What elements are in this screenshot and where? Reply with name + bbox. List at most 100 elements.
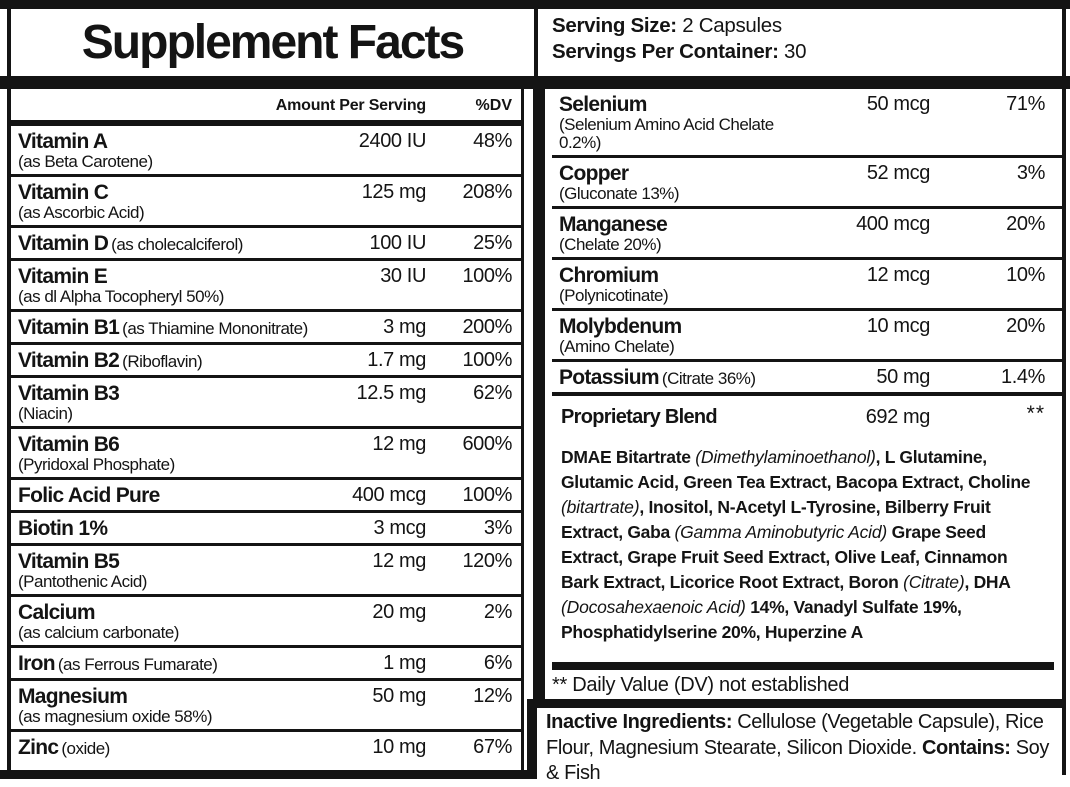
nutrient-row: Vitamin B1 (as Thiamine Mononitrate) 3 mg 2…	[11, 309, 521, 342]
nutrient-dv: 3%	[1016, 162, 1046, 184]
nutrient-name-block: Biotin 1%	[18, 517, 308, 540]
nutrient-name-block: Chromium (Polynicotinate)	[559, 264, 810, 305]
left-border	[7, 9, 11, 770]
nutrient-row: Folic Acid Pure 400 mcg 100%	[11, 477, 521, 510]
nutrient-desc: (Citrate 36%)	[661, 369, 756, 388]
left-rows: Vitamin A (as Beta Carotene) 2400 IU 48% Vit…	[11, 126, 521, 762]
nutrient-amount: 1.7 mg	[367, 349, 426, 371]
nutrient-name: Proprietary Blend	[561, 406, 718, 428]
nutrient-name-block: Vitamin A (as Beta Carotene)	[18, 130, 308, 171]
nutrient-name: Vitamin B3	[18, 382, 120, 405]
nutrient-desc: (as cholecalciferol)	[111, 235, 243, 254]
nutrient-name: Selenium	[559, 93, 647, 116]
nutrient-dv: 200%	[462, 316, 512, 338]
blend-ingredient-latin: (Citrate)	[903, 572, 965, 592]
nutrient-name-block: Vitamin B1 (as Thiamine Mononitrate)	[18, 316, 308, 339]
blend-ingredient-latin: (Docosahexaenoic Acid)	[561, 597, 746, 617]
nutrient-name: Vitamin C	[18, 181, 109, 204]
nutrient-amount: 50 mg	[372, 685, 426, 707]
nutrient-dv: 25%	[473, 232, 512, 254]
footnote-bar	[552, 662, 1054, 670]
nutrient-desc: (Riboflavin)	[122, 352, 203, 371]
nutrient-row: Molybdenum (Amino Chelate) 10 mcg 20%	[552, 308, 1062, 359]
nutrient-dv: 6%	[483, 652, 513, 674]
page-title: Supplement Facts	[81, 16, 465, 69]
nutrient-amount: 12 mg	[372, 550, 426, 572]
nutrient-desc: (Pantothenic Acid)	[18, 572, 147, 591]
nutrient-amount: 3 mg	[383, 316, 426, 338]
nutrient-desc: (Niacin)	[18, 404, 73, 423]
nutrient-name-block: Vitamin B5 (Pantothenic Acid)	[18, 550, 308, 591]
nutrient-name: Vitamin B1	[18, 316, 120, 339]
nutrient-dv: 3%	[483, 517, 513, 539]
nutrient-dv: 100%	[462, 265, 512, 287]
right-border	[1062, 9, 1066, 775]
blend-ingredient-latin: (Dimethylaminoethanol)	[695, 447, 876, 467]
nutrient-name-block: Calcium (as calcium carbonate)	[18, 601, 308, 642]
nutrient-amount: 12 mcg	[866, 264, 931, 286]
nutrient-amount: 10 mcg	[866, 315, 931, 337]
nutrient-row: Vitamin E (as dl Alpha Tocopheryl 50%) 30 …	[11, 258, 521, 309]
nutrient-amount: 100 IU	[369, 232, 426, 254]
table-header: Amount Per Serving %DV	[11, 89, 521, 120]
nutrient-amount: 50 mg	[876, 366, 930, 388]
header-divider-line	[534, 9, 538, 76]
nutrient-row: Zinc (oxide) 10 mg 67%	[11, 729, 521, 762]
nutrient-name-block: Vitamin C (as Ascorbic Acid)	[18, 181, 308, 222]
nutrient-dv: 12%	[473, 685, 512, 707]
left-column: Amount Per Serving %DV Vitamin A (as Beta…	[11, 89, 521, 762]
nutrient-name: Vitamin E	[18, 265, 108, 288]
nutrient-desc: (as dl Alpha Tocopheryl 50%)	[18, 287, 224, 306]
nutrient-desc: (Polynicotinate)	[559, 286, 669, 305]
nutrient-dv: 71%	[1006, 93, 1045, 115]
nutrient-dv: 1.4%	[1001, 366, 1045, 388]
daily-value-footnote: ** Daily Value (DV) not established	[552, 662, 1062, 699]
nutrient-dv: 62%	[473, 382, 512, 404]
nutrient-dv: 2%	[483, 601, 513, 623]
nutrient-dv: 100%	[462, 484, 512, 506]
nutrient-dv: 120%	[462, 550, 512, 572]
nutrient-dv: 20%	[1006, 315, 1045, 337]
nutrient-dv: 67%	[473, 736, 512, 758]
nutrient-desc: (as Thiamine Mononitrate)	[122, 319, 308, 338]
nutrient-dv: 600%	[462, 433, 512, 455]
nutrient-row: Vitamin A (as Beta Carotene) 2400 IU 48%	[11, 126, 521, 174]
nutrient-desc: (Gluconate 13%)	[559, 184, 680, 203]
nutrient-amount: 12 mg	[372, 433, 426, 455]
nutrient-name: Iron	[18, 652, 56, 675]
servings-per-container-line: Servings Per Container: 30	[552, 40, 807, 63]
nutrient-desc: (oxide)	[61, 739, 110, 758]
nutrient-name-block: Iron (as Ferrous Fumarate)	[18, 652, 308, 675]
nutrient-name-block: Manganese (Chelate 20%)	[559, 213, 810, 254]
nutrient-name: Chromium	[559, 264, 659, 287]
nutrient-dv: 48%	[473, 130, 512, 152]
column-divider-bar	[533, 89, 545, 699]
nutrient-name: Magnesium	[18, 685, 128, 708]
nutrient-name: Biotin 1%	[18, 517, 108, 540]
nutrient-name: Vitamin D	[18, 232, 109, 255]
serving-info: Serving Size: 2 Capsules Servings Per Co…	[552, 13, 1052, 65]
nutrient-row: Iron (as Ferrous Fumarate) 1 mg 6%	[11, 645, 521, 678]
blend-ingredient: , DHA	[964, 572, 1010, 592]
nutrient-name: Calcium	[18, 601, 95, 624]
contains-label: Contains:	[921, 736, 1011, 759]
right-rows: Selenium (Selenium Amino Acid Chelate 0.2…	[552, 89, 1062, 392]
nutrient-desc: (as Ferrous Fumarate)	[57, 655, 218, 674]
nutrient-name-block: Vitamin B6 (Pyridoxal Phosphate)	[18, 433, 308, 474]
nutrient-name: Folic Acid Pure	[18, 484, 160, 507]
nutrient-amount: 1 mg	[383, 652, 426, 674]
footnote-text: ** Daily Value (DV) not established	[552, 674, 850, 696]
nutrient-name-block: Folic Acid Pure	[18, 484, 308, 507]
left-column-right-border	[521, 89, 524, 770]
nutrient-name-block: Molybdenum (Amino Chelate)	[559, 315, 810, 356]
dv-header: %DV	[475, 97, 512, 114]
blend-ingredient: , L Glutamine, Glutamic Acid, Green Tea …	[561, 447, 1031, 492]
top-border-bar	[0, 0, 1070, 9]
proprietary-blend-ingredients: DMAE Bitartrate (Dimethylaminoethanol), …	[561, 445, 1046, 645]
nutrient-amount: 692 mg	[865, 406, 931, 428]
nutrient-row: Calcium (as calcium carbonate) 20 mg 2%	[11, 594, 521, 645]
nutrient-row: Vitamin B3 (Niacin) 12.5 mg 62%	[11, 375, 521, 426]
nutrient-dv: **	[1026, 402, 1045, 425]
nutrient-row: Vitamin B2 (Riboflavin) 1.7 mg 100%	[11, 342, 521, 375]
